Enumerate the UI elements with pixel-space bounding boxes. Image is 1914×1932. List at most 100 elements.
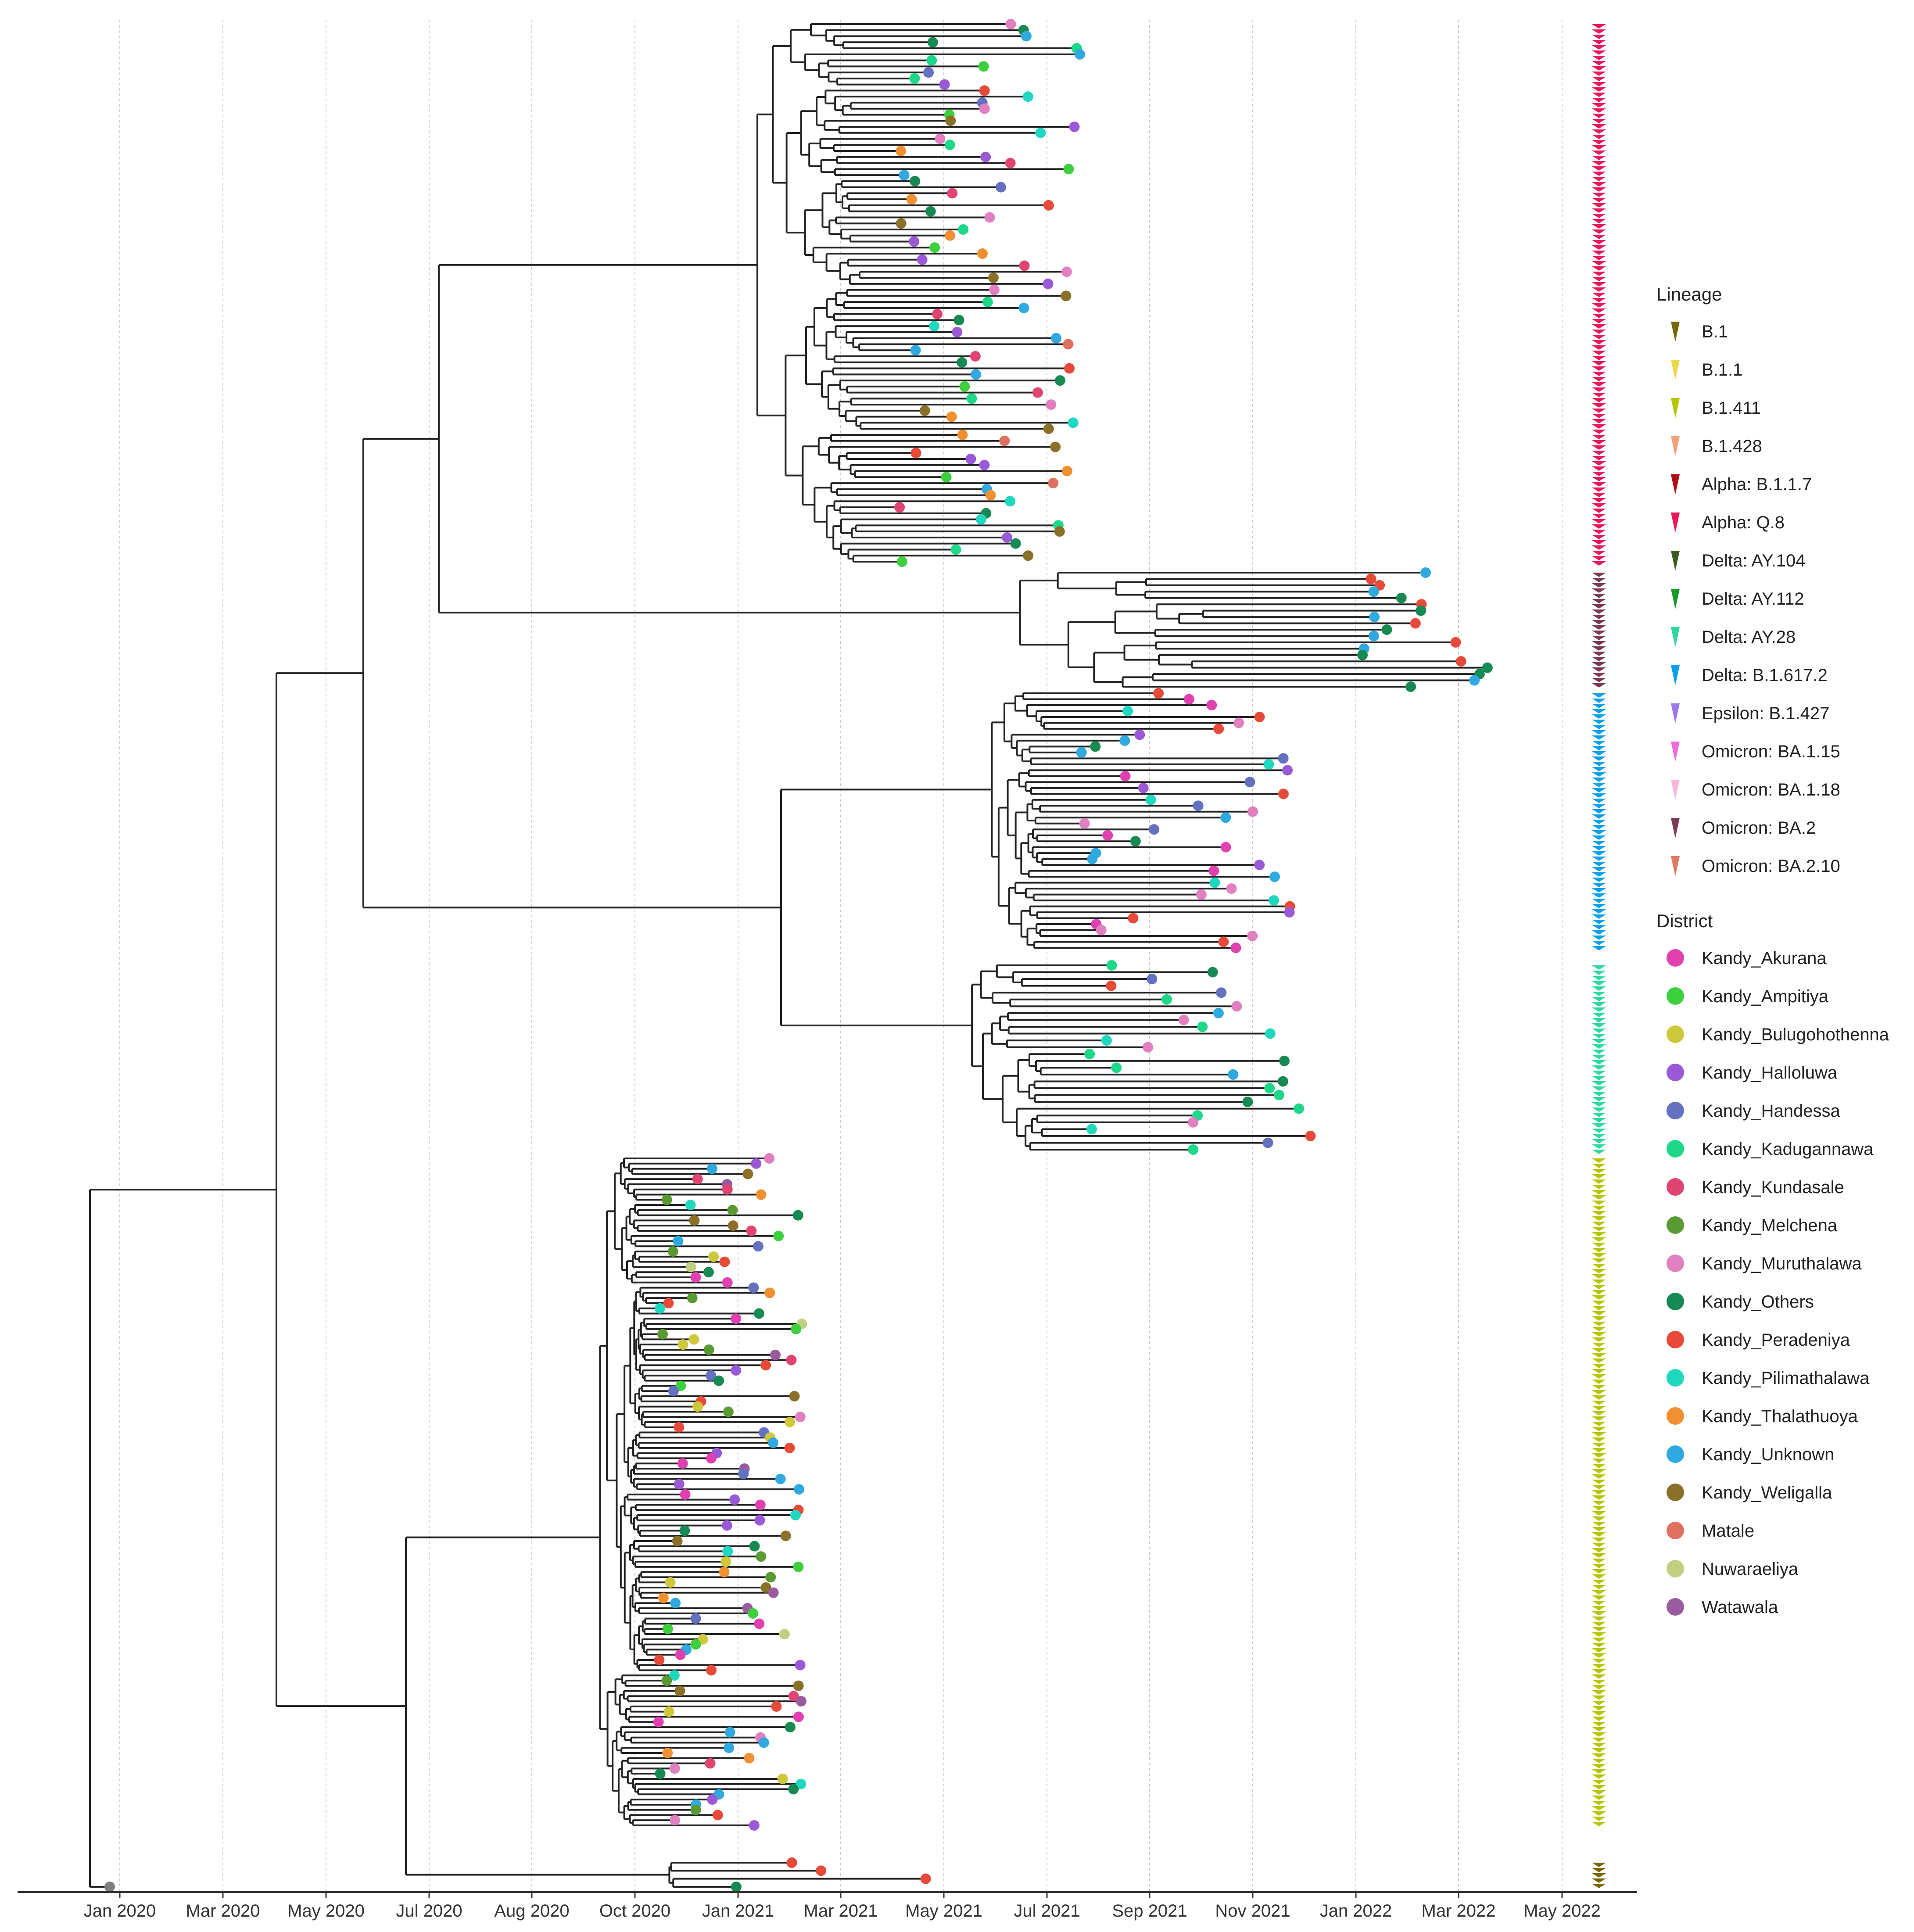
tip-point: [932, 308, 943, 319]
tip-point: [1274, 1090, 1285, 1100]
x-tick-label: Jan 2021: [702, 1901, 774, 1921]
lineage-strip-mark: [1592, 245, 1606, 250]
lineage-strip-mark: [1592, 971, 1606, 975]
legend-district-key: [1667, 1064, 1684, 1081]
tip-point: [795, 1412, 806, 1423]
tip-point: [1405, 681, 1416, 692]
tip-point: [758, 1737, 769, 1748]
tip-point: [1079, 818, 1090, 829]
lineage-strip-mark: [1592, 920, 1606, 924]
tip-point: [1420, 567, 1431, 578]
tip-point: [1183, 694, 1194, 705]
lineage-strip-mark: [1592, 519, 1606, 523]
lineage-strip-mark: [1592, 1232, 1606, 1237]
lineage-strip-mark: [1592, 1264, 1606, 1268]
lineage-strip-mark: [1592, 45, 1606, 50]
lineage-strip-mark: [1592, 878, 1606, 882]
lineage-strip-mark: [1592, 166, 1606, 171]
lineage-strip-mark: [1592, 272, 1606, 276]
lineage-strip-mark: [1592, 1506, 1606, 1510]
lineage-strip-mark: [1592, 756, 1606, 761]
legend-lineage-key: [1671, 780, 1680, 800]
tip-point: [728, 1220, 738, 1231]
tip-point: [685, 1200, 696, 1211]
tip-point: [765, 1572, 776, 1583]
lineage-strip-mark: [1592, 851, 1606, 856]
lineage-strip-mark: [1592, 277, 1606, 281]
lineage-strip-mark: [1592, 1873, 1606, 1878]
lineage-strip-mark: [1592, 1617, 1606, 1621]
tip-point: [1147, 974, 1158, 985]
tip-point: [1043, 423, 1054, 434]
lineage-strip-mark: [1592, 741, 1606, 745]
lineage-strip-mark: [1592, 746, 1606, 750]
lineage-strip-mark: [1592, 393, 1606, 397]
tip-point: [749, 1541, 760, 1552]
tip-point: [1023, 550, 1034, 561]
lineage-strip-mark: [1592, 899, 1606, 903]
tip-point: [1213, 723, 1224, 734]
tip-point: [1416, 605, 1427, 616]
tip-point: [816, 1865, 827, 1876]
lineage-strip-mark: [1592, 1243, 1606, 1247]
lineage-strip-mark: [1592, 1590, 1606, 1595]
lineage-strip-mark: [1592, 235, 1606, 239]
tip-point: [670, 1598, 681, 1609]
lineage-strip-mark: [1592, 1039, 1606, 1043]
lineage-strip-mark: [1592, 1065, 1606, 1070]
tip-point: [792, 1210, 803, 1221]
lineage-strip-mark: [1592, 936, 1606, 940]
lineage-strip-mark: [1592, 1527, 1606, 1531]
lineage-strip-mark: [1592, 551, 1606, 555]
lineage-strip-mark: [1592, 1206, 1606, 1210]
lineage-strip-mark: [1592, 1796, 1606, 1800]
lineage-strip-mark: [1592, 335, 1606, 339]
lineage-strip-mark: [1592, 377, 1606, 381]
tree-branches: [89, 23, 1487, 1888]
x-tick-label: May 2020: [287, 1901, 365, 1921]
legend-district-key: [1667, 1293, 1684, 1310]
tip-point: [1087, 853, 1098, 864]
tip-point: [941, 472, 952, 483]
tip-point: [1076, 747, 1087, 758]
tip-point: [1231, 1001, 1242, 1012]
lineage-strip-mark: [1592, 888, 1606, 893]
tip-point: [1381, 624, 1392, 635]
lineage-strip-mark: [1592, 599, 1606, 603]
lineage-strip-mark: [1592, 1211, 1606, 1215]
lineage-strip-mark: [1592, 219, 1606, 223]
tip-point: [674, 1479, 685, 1490]
tip-point: [731, 1313, 742, 1324]
tip-point: [896, 218, 907, 229]
tip-point: [1269, 871, 1280, 882]
lineage-strip-mark: [1592, 509, 1606, 513]
tip-point: [988, 272, 999, 283]
lineage-strip-mark: [1592, 356, 1606, 360]
tip-point: [796, 1778, 806, 1789]
lineage-strip-mark: [1592, 72, 1606, 76]
lineage-strip-mark: [1592, 778, 1606, 782]
legend-district-key: [1667, 1407, 1684, 1425]
tip-point: [923, 67, 934, 78]
tip-point: [685, 1262, 696, 1272]
tip-point: [935, 133, 946, 144]
tip-point: [1161, 994, 1172, 1005]
lineage-strip-mark: [1592, 857, 1606, 861]
lineage-strip-mark: [1592, 82, 1606, 86]
tip-point: [1262, 1137, 1273, 1148]
lineage-strip-mark: [1592, 1717, 1606, 1721]
lineage-strip-mark: [1592, 1258, 1606, 1263]
lineage-strip-mark: [1592, 615, 1606, 619]
lineage-strip-mark: [1592, 1522, 1606, 1526]
tip-point: [1120, 771, 1131, 781]
tip-point: [1396, 592, 1407, 603]
legend-lineage-key: [1671, 856, 1680, 876]
lineage-strip-mark: [1592, 403, 1606, 408]
lineage-strip-mark: [1592, 1437, 1606, 1442]
legend-lineage-label: Delta: B.1.617.2: [1702, 666, 1828, 685]
lineage-strip-mark: [1592, 461, 1606, 466]
lineage-strip-mark: [1592, 93, 1606, 97]
lineage-strip-mark: [1592, 1553, 1606, 1558]
tip-point: [919, 405, 930, 416]
lineage-strip-mark: [1592, 1464, 1606, 1468]
